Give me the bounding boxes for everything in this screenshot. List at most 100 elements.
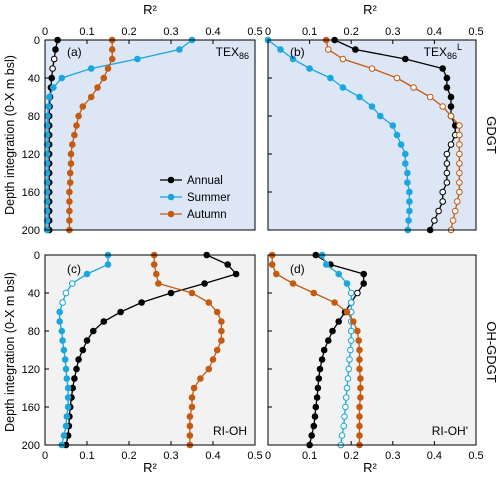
data-point — [43, 122, 51, 129]
data-point — [320, 346, 328, 354]
y-tick-label: 80 — [28, 111, 40, 123]
panel-frame — [267, 254, 477, 446]
data-point — [66, 207, 73, 215]
data-point — [454, 198, 461, 205]
data-point — [100, 74, 108, 82]
data-point — [59, 337, 66, 344]
x-tick-label: 0 — [42, 450, 48, 462]
x-tick-label: 0.1 — [302, 450, 317, 462]
data-point — [43, 141, 51, 148]
x-tick-label: 0 — [265, 26, 271, 38]
data-point — [360, 270, 368, 278]
data-point — [108, 55, 116, 63]
data-point — [277, 46, 284, 53]
data-point — [273, 270, 280, 278]
data-point — [48, 74, 56, 82]
panel-a: 0 0.1 0.2 0.3 0.4 0.5 0 40 80 120 160 200 (a) TEX86 — [22, 26, 263, 237]
panel-c: 0 0.1 0.2 0.3 0.4 0.5 0 40 80 120 160 200 (c) RI-OH — [22, 250, 263, 462]
y-tick-label: 0 — [34, 250, 40, 262]
proxy-label: RI-OH — [213, 424, 247, 438]
x-tick-label: 0.5 — [247, 450, 262, 462]
data-point — [205, 299, 213, 306]
data-point — [443, 179, 451, 186]
legend: Annual Summer Autumn — [160, 175, 231, 221]
data-point — [341, 413, 348, 420]
x-tick-label: 0.3 — [163, 26, 178, 38]
data-point — [356, 365, 363, 373]
data-point — [402, 160, 409, 167]
legend-label-summer: Summer — [187, 192, 231, 204]
legend-swatch-marker — [167, 193, 175, 201]
data-point — [205, 365, 213, 373]
data-point — [56, 308, 64, 316]
x-tick-label: 0.5 — [468, 26, 483, 38]
data-point — [59, 299, 66, 306]
data-point — [356, 413, 363, 420]
x-tick-label: 0.5 — [468, 450, 483, 462]
data-point — [64, 403, 72, 411]
data-point — [350, 318, 357, 325]
data-point — [368, 65, 376, 72]
data-point — [368, 103, 376, 110]
data-point — [456, 169, 463, 177]
data-point — [306, 65, 313, 72]
y-axis-title-top: Depth integration (0-X m bsl) — [3, 55, 17, 215]
data-point — [347, 337, 355, 344]
y-tick-label: 120 — [22, 364, 40, 376]
x-tick-label: 0.2 — [121, 26, 136, 38]
data-point — [447, 103, 455, 110]
data-point — [443, 74, 451, 82]
data-point — [357, 375, 364, 382]
data-point — [443, 160, 451, 167]
data-point — [201, 280, 208, 287]
y-axis-title-bottom: Depth integration (0-X m bsl) — [3, 272, 17, 432]
bottom-axis-title-left: R² — [143, 460, 157, 475]
data-point — [104, 65, 112, 72]
data-point — [406, 198, 413, 205]
x-tick-label: 0.3 — [163, 450, 178, 462]
data-point — [289, 280, 297, 287]
data-point — [354, 289, 361, 297]
x-tick-label: 0.2 — [344, 450, 359, 462]
data-point — [69, 141, 76, 148]
x-tick-label: 0.3 — [385, 26, 400, 38]
panel-letter: (b) — [290, 45, 305, 59]
data-point — [104, 261, 112, 268]
data-point — [69, 280, 76, 287]
data-point — [449, 217, 457, 224]
y-tick-label: 40 — [28, 73, 40, 85]
data-point — [343, 308, 351, 316]
data-point — [447, 93, 455, 101]
panel-background — [45, 255, 255, 445]
data-point — [43, 150, 51, 158]
gdgt-group-label: GDGT — [484, 116, 499, 154]
y-tick-label: 80 — [28, 326, 40, 338]
data-point — [90, 327, 97, 335]
y-tick-label: 120 — [22, 149, 40, 161]
data-point — [83, 337, 91, 344]
top-axis-title-right: R² — [363, 2, 377, 17]
data-point — [71, 131, 78, 139]
data-point — [335, 318, 343, 325]
legend-swatch-marker — [167, 210, 175, 218]
data-point — [62, 422, 70, 430]
data-point — [79, 103, 87, 110]
oh-gdgt-group-label: OH-GDGT — [484, 321, 499, 382]
data-point — [339, 55, 347, 63]
data-point — [456, 188, 463, 196]
data-point — [393, 131, 401, 139]
data-point — [443, 169, 451, 177]
data-point — [406, 188, 413, 196]
data-point — [213, 308, 221, 316]
data-point — [100, 318, 108, 325]
data-point — [335, 270, 343, 278]
data-point — [66, 169, 74, 177]
data-point — [73, 122, 80, 129]
data-point — [108, 46, 116, 53]
data-point — [343, 280, 351, 287]
data-point — [71, 375, 78, 382]
data-point — [60, 432, 68, 439]
x-tick-label: 0.1 — [79, 450, 94, 462]
data-point — [87, 93, 95, 101]
proxy-label: RI-OH' — [432, 424, 468, 438]
